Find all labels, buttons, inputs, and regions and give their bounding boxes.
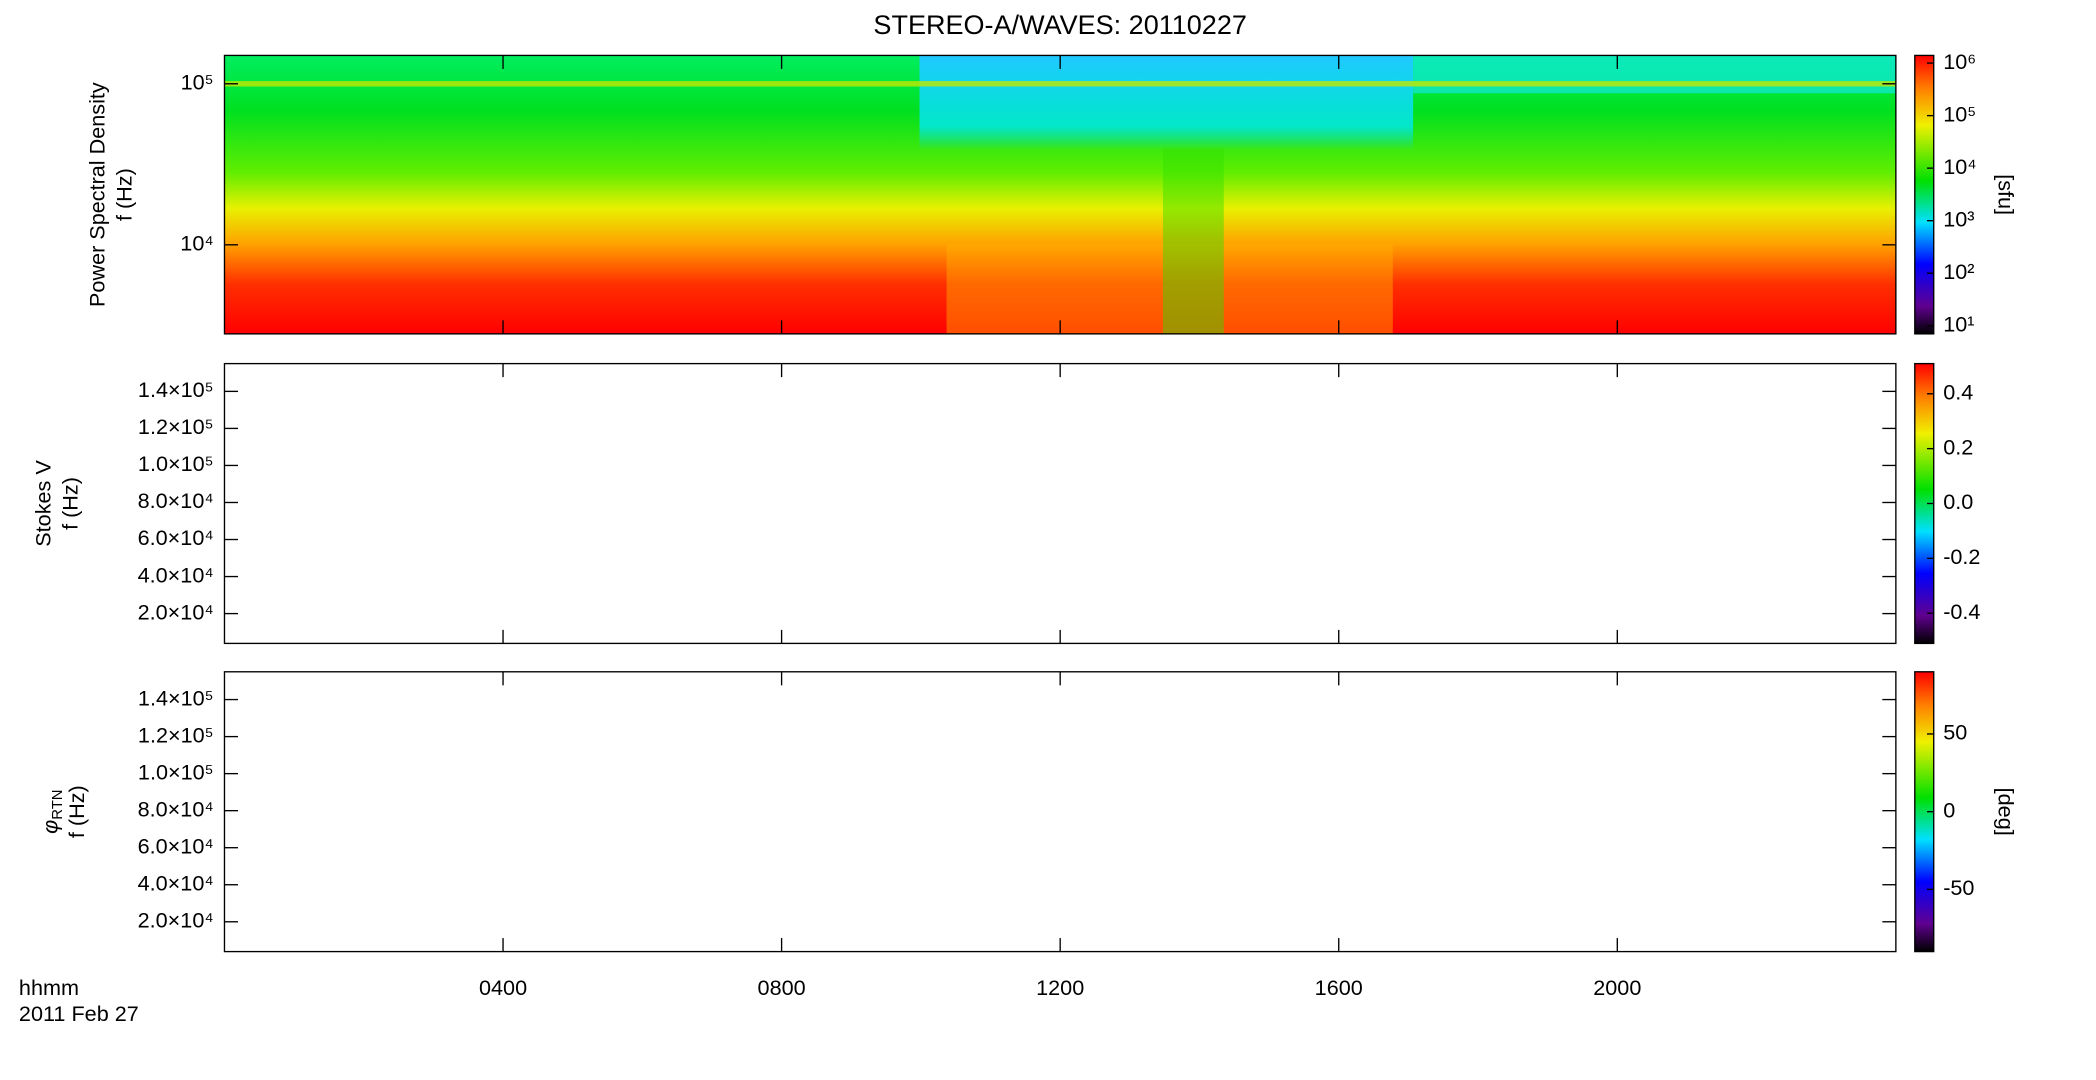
y-tick-label: 8.0×10⁴: [138, 796, 214, 821]
colorbar-label: [deg]: [1993, 788, 2018, 836]
spectrogram-image: [946, 243, 1393, 334]
spectrogram-image: [1413, 55, 1896, 94]
colorbar: [1914, 54, 1935, 335]
y-tick-label: 1.0×10⁵: [138, 759, 214, 784]
y-tick-label: 2.0×10⁴: [138, 907, 214, 932]
y-axis-quantity: Stokes V: [30, 460, 55, 547]
x-tick-label: 1200: [1036, 975, 1084, 1000]
y-tick-label: 1.4×10⁵: [138, 377, 214, 402]
quantity-subscript: RTN: [50, 789, 66, 819]
y-tick-label: 2.0×10⁴: [138, 599, 214, 624]
y-axis-label: f (Hz): [111, 168, 136, 221]
y-tick-label: 4.0×10⁴: [138, 870, 214, 895]
spectrogram-image: [1162, 148, 1224, 334]
y-tick-label: 8.0×10⁴: [138, 488, 214, 513]
plot-frame: [223, 671, 1897, 953]
y-tick-label: 1.0×10⁵: [138, 451, 214, 476]
colorbar-tick-label: 10⁵: [1943, 101, 1976, 126]
colorbar-tick-label: 10²: [1943, 259, 1974, 284]
chart-title: STEREO-A/WAVES: 20110227: [873, 10, 1246, 40]
colorbar-tick-label: 10⁴: [1943, 154, 1976, 179]
y-tick-label: 1.2×10⁵: [138, 722, 214, 747]
x-axis-label: hhmm: [19, 975, 79, 1000]
y-axis-label: f (Hz): [57, 477, 82, 530]
colorbar-tick-label: 0.2: [1943, 434, 1973, 459]
y-tick-label: 4.0×10⁴: [138, 562, 214, 587]
colorbar-tick-label: 50: [1943, 720, 1967, 745]
y-tick-label: 6.0×10⁴: [138, 833, 214, 858]
y-tick-label: 6.0×10⁴: [138, 525, 214, 550]
y-axis-quantity: Power Spectral Density: [84, 82, 109, 307]
y-tick-label: 1.4×10⁵: [138, 685, 214, 710]
spectrogram-image: [224, 81, 1896, 87]
colorbar-label: [sfu]: [1993, 174, 2018, 215]
colorbar-tick-label: 0.4: [1943, 380, 1973, 405]
y-tick-label: 1.2×10⁵: [138, 414, 214, 439]
x-tick-label: 2000: [1593, 975, 1641, 1000]
y-tick-label: 10⁵: [181, 70, 214, 95]
colorbar-tick-label: -0.4: [1943, 599, 1980, 624]
quantity-symbol: φ: [37, 820, 62, 834]
plot-frame: [223, 362, 1897, 645]
x-axis-sublabel: 2011 Feb 27: [19, 1001, 139, 1026]
colorbar-tick-label: -50: [1943, 875, 1974, 900]
y-axis-quantity: φRTN: [37, 789, 66, 833]
colorbar-tick-label: 10¹: [1943, 311, 1974, 336]
colorbar-tick-label: 10⁶: [1943, 49, 1976, 74]
x-tick-label: 1600: [1315, 975, 1363, 1000]
y-axis-label: f (Hz): [64, 785, 89, 838]
colorbar-tick-label: 0: [1943, 797, 1955, 822]
colorbar-tick-label: -0.2: [1943, 544, 1980, 569]
colorbar-tick-label: 0.0: [1943, 489, 1973, 514]
y-tick-label: 10⁴: [180, 231, 213, 256]
x-tick-label: 0400: [479, 975, 527, 1000]
x-tick-label: 0800: [758, 975, 806, 1000]
colorbar-tick-label: 10³: [1943, 206, 1974, 231]
spectrogram-image: [919, 55, 1414, 151]
spectrogram: [224, 55, 1896, 334]
